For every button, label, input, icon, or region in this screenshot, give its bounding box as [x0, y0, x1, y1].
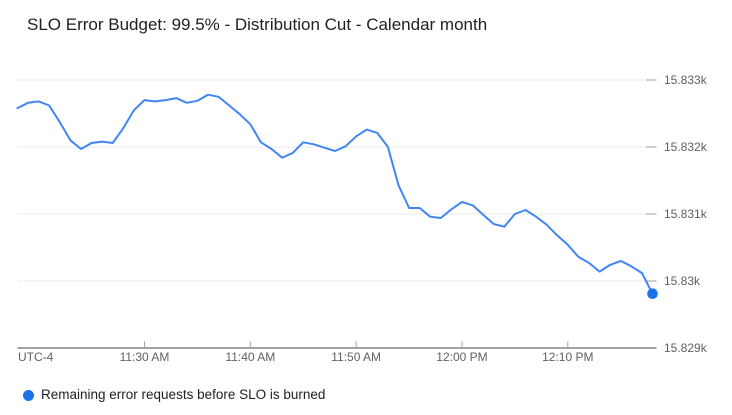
y-axis-label: 15.829k: [664, 341, 707, 355]
y-axis-label: 15.833k: [664, 73, 707, 87]
y-axis-label: 15.831k: [664, 207, 707, 221]
legend-series-label: Remaining error requests before SLO is b…: [41, 387, 326, 402]
x-axis-label: 11:30 AM: [119, 350, 170, 364]
x-axis-label: 11:40 AM: [225, 350, 276, 364]
x-axis-label: 12:10 PM: [542, 350, 594, 364]
x-axis-label: 12:00 PM: [436, 350, 488, 364]
series-line[interactable]: [16, 93, 654, 295]
timezone-label: UTC-4: [18, 350, 54, 364]
chart-title: SLO Error Budget: 99.5% - Distribution C…: [27, 15, 488, 34]
x-axis-label: 11:50 AM: [331, 350, 382, 364]
y-axis-label: 15.832k: [664, 140, 707, 154]
chart-legend[interactable]: Remaining error requests before SLO is b…: [23, 387, 325, 403]
legend-series-dot-icon: [23, 389, 34, 401]
y-axis-label: 15.83k: [664, 274, 701, 288]
latest-value-dot[interactable]: [647, 288, 658, 300]
